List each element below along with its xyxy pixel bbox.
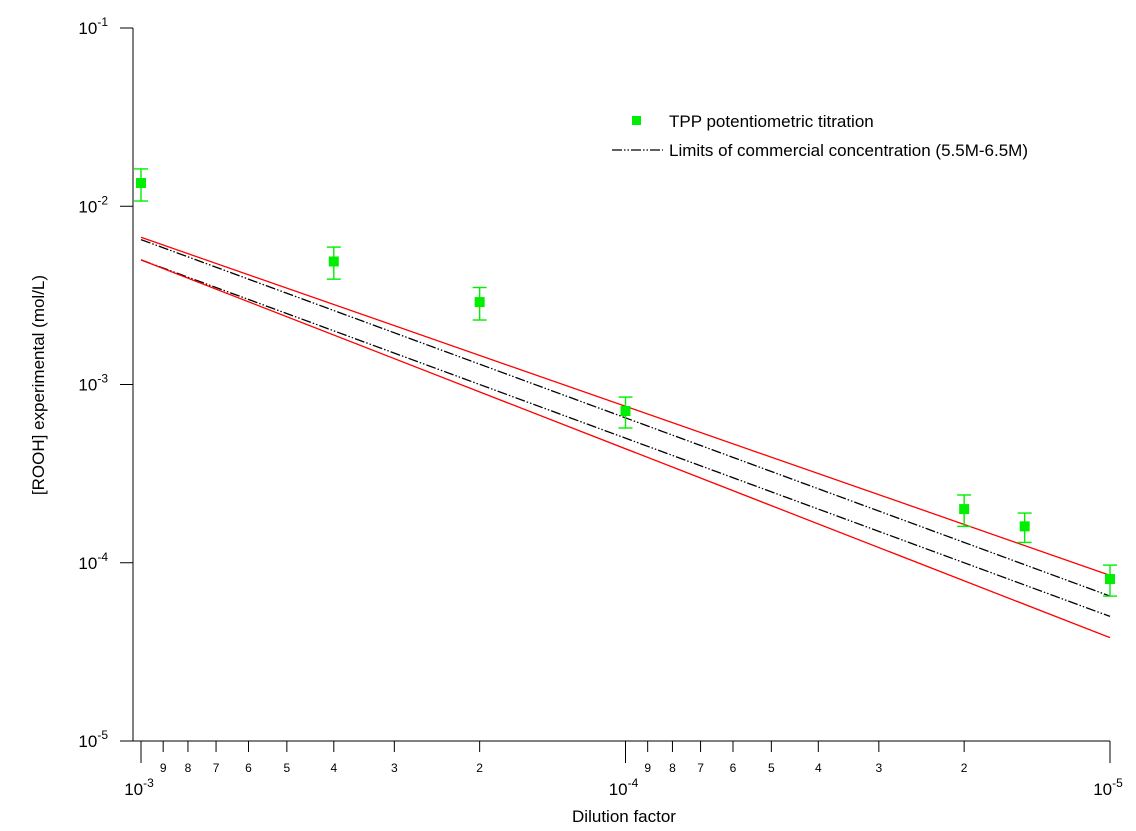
point-marker bbox=[328, 256, 339, 267]
x-minor-tick-label: 9 bbox=[644, 761, 651, 775]
x-minor-tick-label: 6 bbox=[730, 761, 737, 775]
point-marker bbox=[474, 297, 485, 308]
point-marker bbox=[959, 504, 970, 515]
y-tick-label: 10-2 bbox=[78, 193, 108, 216]
x-minor-tick-label: 3 bbox=[875, 761, 882, 775]
x-major-tick-label: 10-4 bbox=[609, 776, 639, 799]
red-limit-line bbox=[140, 259, 1111, 639]
legend: TPP potentiometric titration Limits of co… bbox=[612, 112, 1028, 160]
x-minor-tick-label: 8 bbox=[669, 761, 676, 775]
point-marker bbox=[1019, 521, 1030, 532]
x-minor-tick-label: 6 bbox=[245, 761, 252, 775]
plot-frame bbox=[132, 28, 1110, 742]
x-minor-tick-label: 3 bbox=[391, 761, 398, 775]
y-axis-ticks: 10-1 10-2 10-3 10-4 10-5 bbox=[78, 15, 133, 751]
x-minor-tick-label: 8 bbox=[185, 761, 192, 775]
x-minor-tick-label: 7 bbox=[697, 761, 704, 775]
data-point bbox=[618, 396, 633, 429]
x-minor-tick-label: 5 bbox=[768, 761, 775, 775]
concentration-limit-line bbox=[140, 259, 1111, 618]
point-marker bbox=[620, 406, 631, 417]
y-tick-label: 10-4 bbox=[78, 550, 108, 573]
data-point bbox=[134, 168, 148, 202]
x-minor-tick-label: 2 bbox=[476, 761, 483, 775]
data-point bbox=[1103, 564, 1117, 597]
x-axis-label: Dilution factor bbox=[572, 807, 676, 826]
legend-label: Limits of commercial concentration (5.5M… bbox=[669, 141, 1028, 160]
x-minor-tick-label: 9 bbox=[160, 761, 167, 775]
series-lines bbox=[140, 236, 1111, 639]
data-point bbox=[1017, 512, 1032, 544]
x-minor-tick-label: 4 bbox=[330, 761, 337, 775]
x-minor-tick-label: 4 bbox=[815, 761, 822, 775]
legend-marker-square bbox=[632, 116, 641, 125]
x-major-tick-label: 10-5 bbox=[1093, 776, 1123, 799]
series-points bbox=[134, 168, 1117, 597]
y-tick-label: 10-1 bbox=[78, 15, 108, 38]
data-point bbox=[472, 286, 487, 321]
x-minor-tick-label: 2 bbox=[961, 761, 968, 775]
x-major-tick-label: 10-3 bbox=[124, 776, 154, 799]
x-minor-tick-label: 7 bbox=[213, 761, 220, 775]
data-point bbox=[957, 494, 972, 528]
point-marker bbox=[1105, 574, 1115, 585]
x-minor-tick-label: 5 bbox=[284, 761, 291, 775]
y-tick-label: 10-5 bbox=[78, 728, 108, 751]
x-axis-ticks: 10-3 10-4 10-5 9 8 7 6 5 4 3 2 9 8 7 6 5 4 3 2 bbox=[124, 741, 1123, 799]
data-point bbox=[326, 246, 341, 280]
legend-label: TPP potentiometric titration bbox=[669, 112, 874, 131]
y-tick-label: 10-3 bbox=[78, 372, 108, 395]
point-marker bbox=[136, 178, 146, 189]
y-axis-label: [ROOH] experimental (mol/L) bbox=[29, 275, 48, 495]
